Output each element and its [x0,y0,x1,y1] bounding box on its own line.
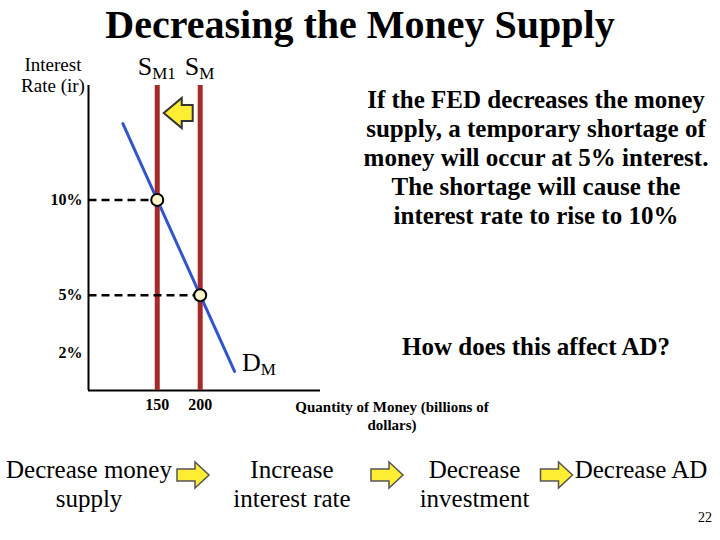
svg-text:2%: 2% [59,343,83,360]
html-text:SM1 SM: SM1 SM [137,52,215,83]
svg-text:5%: 5% [59,286,83,303]
html-text:Decrease money supply: Decrease money supply [6,456,172,512]
html-text:Increase interest rate: Increase interest rate [233,456,351,512]
html-text:22: 22 [698,510,712,525]
html-text:If the FED decreases the money: If the FED decreases the money supply, a… [363,86,709,229]
svg-text:150: 150 [145,396,169,413]
html-text:Decrease AD: Decrease AD [574,456,708,483]
html-text:Quantity of Money (billions of: Quantity of Money (billions of dollars) [295,399,489,433]
html-text:Decrease investment: Decrease investment [419,456,530,512]
svg-text:200: 200 [188,396,212,413]
html-text:Decreasing the Money Supply: Decreasing the Money Supply [105,2,615,47]
html-text:Interest Rate (ir): Interest Rate (ir) [21,54,85,96]
html-text:DM: DM [242,347,276,379]
svg-text:10%: 10% [51,191,83,208]
html-text:How does this affect AD?: How does this affect AD? [402,333,670,360]
